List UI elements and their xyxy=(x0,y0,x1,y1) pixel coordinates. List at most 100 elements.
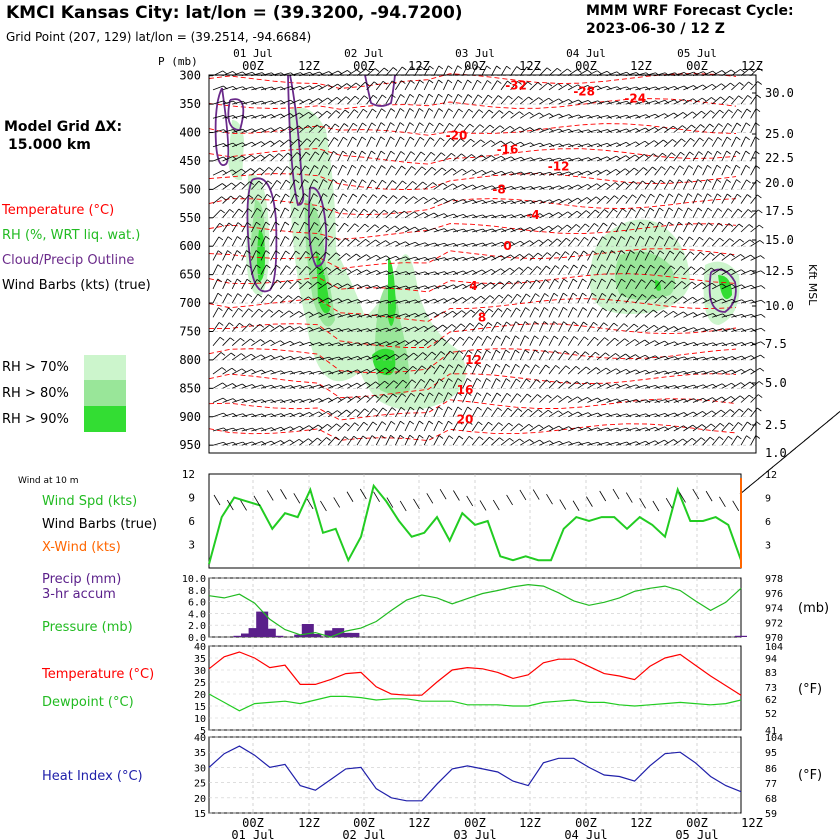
wind-barb-shaft xyxy=(606,195,615,204)
wind-barb-shaft xyxy=(491,392,498,403)
wind-barb-shaft xyxy=(529,199,541,204)
wind-barb-shaft xyxy=(596,182,607,190)
wind-barb-flag xyxy=(520,200,526,204)
wind-barb-flag xyxy=(718,123,723,127)
temperature-f-tick: 41 xyxy=(765,726,777,737)
wind-barb-flag xyxy=(689,236,694,241)
legend-temperature-2m: Temperature (°C) xyxy=(42,667,155,682)
wind-barb-shaft xyxy=(241,338,251,347)
wind-barb-flag xyxy=(258,308,264,313)
wind-barb-flag xyxy=(644,140,650,145)
wind-barb-shaft xyxy=(491,437,500,446)
heat-index-f-tick: 104 xyxy=(765,733,783,744)
wind-barb-shaft xyxy=(596,209,605,219)
wind-barb-flag xyxy=(564,251,570,255)
wind-barb-shaft xyxy=(452,94,459,105)
wind-barb-shaft xyxy=(423,392,430,403)
wind-barb-flag xyxy=(673,310,678,315)
wind-barb-shaft xyxy=(356,368,368,375)
wind-barb-flag xyxy=(268,309,274,313)
wind-barb-flag xyxy=(449,122,454,127)
wind-barb-flag xyxy=(508,280,514,285)
wind-barb-shaft xyxy=(337,150,344,162)
wind-barb-flag xyxy=(461,168,467,173)
wind-barb-shaft xyxy=(587,382,598,389)
wind-barb-shaft xyxy=(663,250,671,261)
wind-barb-flag xyxy=(450,137,455,142)
wind-barb-flag xyxy=(603,222,608,227)
wind-barb-flag xyxy=(597,115,603,119)
precip-bar xyxy=(347,632,360,637)
wind-barb-shaft xyxy=(289,125,299,133)
wind-barb-shaft xyxy=(539,265,547,275)
wind-barb-shaft xyxy=(711,222,720,233)
wind-barb-shaft xyxy=(519,266,529,275)
heat-index-f-tick: 68 xyxy=(765,794,777,805)
wind-barb-shaft xyxy=(539,293,545,304)
wind-barb-flag xyxy=(530,171,536,176)
wind-barb-shaft xyxy=(443,79,449,91)
wind-barb-shaft xyxy=(356,328,368,332)
wind-barb-shaft xyxy=(299,412,310,418)
wind-barb-shaft xyxy=(423,167,433,176)
wind-barb-shaft xyxy=(683,384,695,389)
wind-barb-flag xyxy=(419,434,424,439)
wind-barb-shaft xyxy=(587,223,595,233)
wind-barb-flag xyxy=(548,225,553,230)
wind-barb-shaft xyxy=(539,425,550,432)
wind-barb-shaft xyxy=(289,311,300,318)
wind-barb-flag xyxy=(577,396,582,401)
wind-barb-shaft xyxy=(260,207,267,218)
wind-barb-flag xyxy=(353,435,358,440)
wind-barb-shaft xyxy=(375,94,383,105)
wind-barb-shaft xyxy=(395,326,406,332)
wind-barb-flag xyxy=(544,335,549,340)
wind-barb-shaft xyxy=(299,138,308,147)
wind-barb-flag xyxy=(229,337,235,342)
wind-barb-shaft xyxy=(318,222,325,233)
wind-barb-shaft xyxy=(356,395,366,403)
wind-barb-shaft xyxy=(433,271,445,275)
heat-index-f-tick: 77 xyxy=(765,779,777,790)
wind-barb-flag xyxy=(275,221,280,226)
wind-barb-flag xyxy=(346,268,352,273)
edge-barb-hash xyxy=(808,432,815,438)
wind-barb-shaft xyxy=(212,250,219,261)
height-tick-label: 22.5 xyxy=(765,151,794,165)
wind-barb-flag xyxy=(367,328,372,332)
wind-barb-flag xyxy=(525,293,531,298)
wind-barb-shaft xyxy=(318,410,329,418)
wind-barb-shaft xyxy=(587,397,598,403)
wind-barb-flag xyxy=(687,207,693,212)
wind-barb-shaft xyxy=(328,328,339,332)
wind-barb-shaft xyxy=(558,395,568,403)
wind-barb-shaft xyxy=(366,435,373,446)
wind-barb-flag xyxy=(549,143,555,147)
wind-barb-shaft xyxy=(673,85,685,91)
wind-barb-shaft xyxy=(375,224,386,233)
wind-barb-shaft xyxy=(731,150,737,162)
wind-barb-shaft xyxy=(712,283,723,290)
wind-barb-flag xyxy=(588,143,593,148)
wind-barb-flag xyxy=(323,151,329,155)
wind-barb-shaft xyxy=(548,212,559,219)
wind-barb-shaft xyxy=(548,410,559,418)
wind-barb-shaft xyxy=(664,425,675,432)
wind-barb-shaft xyxy=(750,136,756,147)
wind-barb-flag xyxy=(385,255,391,260)
wind-barb-shaft xyxy=(625,141,636,148)
wind-barb-shaft xyxy=(279,295,289,304)
wind-barb-shaft xyxy=(356,408,365,418)
wind-barb-shaft xyxy=(347,268,358,275)
wind-barb-flag xyxy=(280,399,286,404)
wind-barb-flag xyxy=(616,100,622,105)
wind-barb-flag xyxy=(452,183,458,188)
wind-barb-shaft xyxy=(212,382,223,389)
wind-barb-flag xyxy=(518,423,524,428)
wind-barb-flag xyxy=(624,338,629,343)
wind-barb-flag xyxy=(286,265,291,269)
wind-barb-flag xyxy=(593,321,598,326)
wind-barb-flag xyxy=(636,114,641,119)
wind-barb-shaft xyxy=(366,285,378,290)
wind-barb-shaft xyxy=(433,324,443,332)
